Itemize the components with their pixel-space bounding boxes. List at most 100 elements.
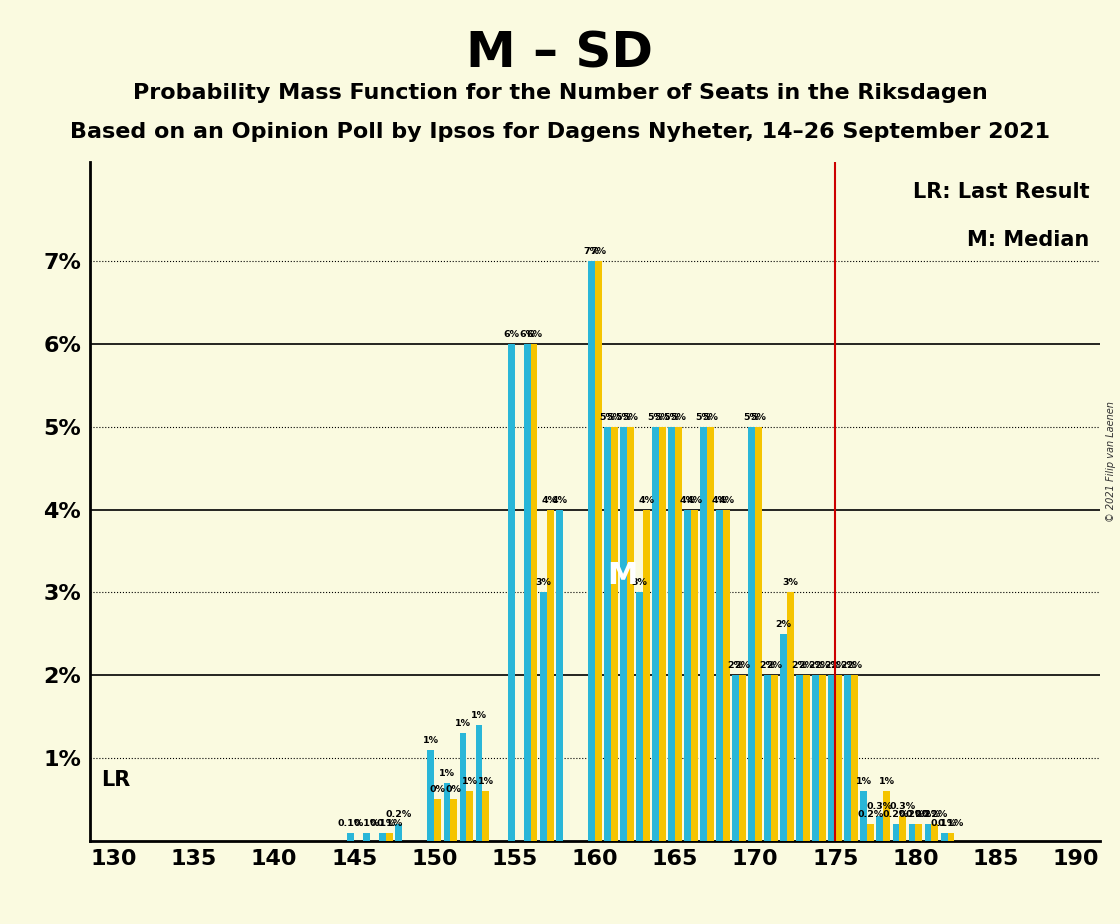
Text: 2%: 2% xyxy=(792,662,808,670)
Text: 0.2%: 0.2% xyxy=(883,810,909,820)
Text: 1%: 1% xyxy=(879,777,895,786)
Text: 0.1%: 0.1% xyxy=(370,819,396,828)
Bar xyxy=(739,675,746,841)
Bar xyxy=(899,816,906,841)
Text: 2%: 2% xyxy=(847,662,862,670)
Bar xyxy=(556,509,562,841)
Text: 2%: 2% xyxy=(735,662,750,670)
Text: 5%: 5% xyxy=(615,413,632,421)
Text: 5%: 5% xyxy=(696,413,711,421)
Bar xyxy=(531,344,538,841)
Text: 4%: 4% xyxy=(680,495,696,505)
Text: 7%: 7% xyxy=(584,247,599,256)
Text: LR: LR xyxy=(101,771,130,790)
Text: 4%: 4% xyxy=(638,495,654,505)
Bar xyxy=(636,592,643,841)
Bar xyxy=(347,833,354,841)
Bar xyxy=(771,675,778,841)
Text: 1%: 1% xyxy=(439,769,455,778)
Bar xyxy=(619,427,627,841)
Text: 0.2%: 0.2% xyxy=(922,810,948,820)
Text: M – SD: M – SD xyxy=(467,30,653,78)
Text: 7%: 7% xyxy=(590,247,606,256)
Text: 0.1%: 0.1% xyxy=(354,819,380,828)
Bar xyxy=(540,592,547,841)
Text: 5%: 5% xyxy=(623,413,638,421)
Bar xyxy=(595,261,601,841)
Text: 5%: 5% xyxy=(671,413,687,421)
Bar xyxy=(675,427,682,841)
Bar xyxy=(668,427,675,841)
Bar xyxy=(764,675,771,841)
Bar xyxy=(643,509,650,841)
Text: 0.1%: 0.1% xyxy=(931,819,958,828)
Text: 2%: 2% xyxy=(759,662,776,670)
Text: 4%: 4% xyxy=(551,495,567,505)
Bar xyxy=(380,833,386,841)
Bar xyxy=(691,509,698,841)
Bar xyxy=(748,427,755,841)
Text: 0.2%: 0.2% xyxy=(906,810,932,820)
Text: © 2021 Filip van Laenen: © 2021 Filip van Laenen xyxy=(1107,402,1116,522)
Text: 2%: 2% xyxy=(799,662,814,670)
Text: 0.1%: 0.1% xyxy=(376,819,403,828)
Text: 0.1%: 0.1% xyxy=(937,819,964,828)
Bar xyxy=(444,783,450,841)
Text: 5%: 5% xyxy=(599,413,615,421)
Text: 6%: 6% xyxy=(520,330,535,339)
Text: 0.2%: 0.2% xyxy=(915,810,941,820)
Text: 0%: 0% xyxy=(446,785,461,795)
Text: 2%: 2% xyxy=(776,620,792,629)
Text: 2%: 2% xyxy=(728,662,744,670)
Text: 5%: 5% xyxy=(663,413,680,421)
Text: 4%: 4% xyxy=(687,495,702,505)
Text: 0.2%: 0.2% xyxy=(385,810,412,820)
Bar xyxy=(908,824,915,841)
Text: 2%: 2% xyxy=(824,662,840,670)
Bar xyxy=(700,427,707,841)
Bar xyxy=(604,427,610,841)
Bar xyxy=(732,675,739,841)
Text: 1%: 1% xyxy=(472,711,487,720)
Bar xyxy=(395,824,402,841)
Bar xyxy=(386,833,393,841)
Bar xyxy=(476,725,483,841)
Bar xyxy=(915,824,923,841)
Text: 1%: 1% xyxy=(461,777,478,786)
Bar xyxy=(588,261,595,841)
Text: 0.1%: 0.1% xyxy=(337,819,364,828)
Text: Probability Mass Function for the Number of Seats in the Riksdagen: Probability Mass Function for the Number… xyxy=(132,83,988,103)
Bar xyxy=(860,791,867,841)
Bar xyxy=(627,427,634,841)
Bar xyxy=(941,833,948,841)
Bar xyxy=(724,509,730,841)
Text: 0.3%: 0.3% xyxy=(889,802,916,811)
Bar xyxy=(851,675,858,841)
Bar xyxy=(652,427,659,841)
Bar xyxy=(483,791,489,841)
Text: 4%: 4% xyxy=(711,495,728,505)
Text: 2%: 2% xyxy=(831,662,847,670)
Text: 1%: 1% xyxy=(478,777,494,786)
Text: 5%: 5% xyxy=(702,413,718,421)
Bar xyxy=(844,675,851,841)
Bar xyxy=(547,509,553,841)
Bar xyxy=(707,427,713,841)
Text: 5%: 5% xyxy=(647,413,663,421)
Bar xyxy=(796,675,803,841)
Bar xyxy=(435,799,441,841)
Bar xyxy=(610,427,617,841)
Bar xyxy=(507,344,514,841)
Bar xyxy=(755,427,762,841)
Bar xyxy=(932,824,939,841)
Text: 1%: 1% xyxy=(423,736,439,745)
Bar xyxy=(466,791,474,841)
Text: 0.2%: 0.2% xyxy=(899,810,925,820)
Bar xyxy=(819,675,827,841)
Bar xyxy=(684,509,691,841)
Bar xyxy=(893,824,899,841)
Bar xyxy=(363,833,371,841)
Text: 4%: 4% xyxy=(542,495,558,505)
Bar xyxy=(428,749,435,841)
Bar xyxy=(781,634,787,841)
